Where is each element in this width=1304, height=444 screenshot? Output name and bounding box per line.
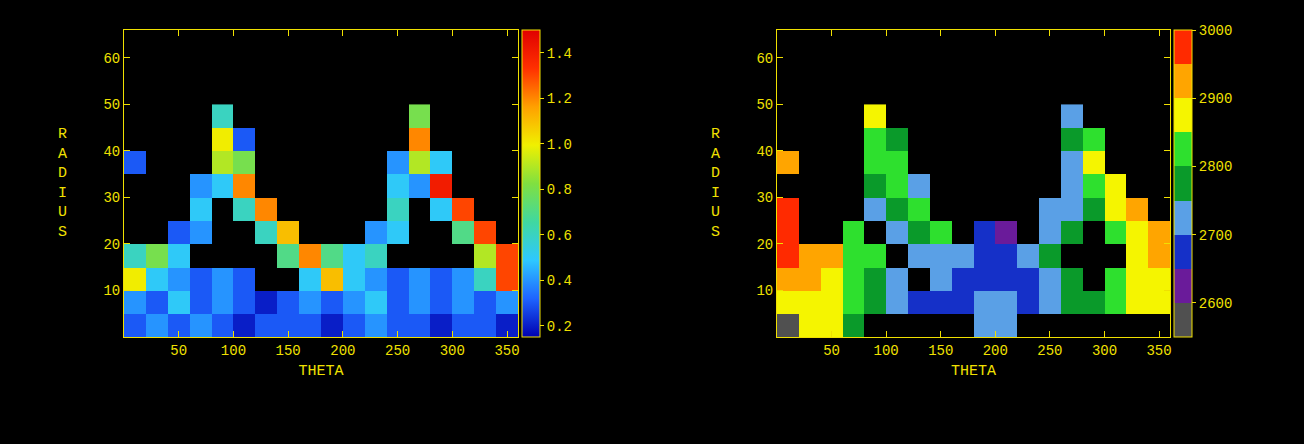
- svg-text:300: 300: [440, 343, 465, 359]
- svg-text:0.6: 0.6: [547, 228, 572, 244]
- svg-text:30: 30: [103, 190, 120, 206]
- svg-text:250: 250: [385, 343, 410, 359]
- svg-text:3000: 3000: [1199, 23, 1233, 39]
- svg-text:50: 50: [170, 343, 187, 359]
- svg-text:1.4: 1.4: [547, 46, 572, 62]
- svg-text:300: 300: [1092, 343, 1117, 359]
- svg-text:150: 150: [928, 343, 953, 359]
- svg-text:2600: 2600: [1199, 296, 1233, 312]
- svg-text:20: 20: [756, 237, 773, 253]
- svg-text:100: 100: [221, 343, 246, 359]
- svg-text:50: 50: [103, 97, 120, 113]
- svg-text:RADIUS: RADIUS: [711, 126, 720, 241]
- svg-text:0.8: 0.8: [547, 182, 572, 198]
- svg-text:200: 200: [983, 343, 1008, 359]
- svg-text:RADIUS: RADIUS: [58, 126, 67, 241]
- svg-text:2700: 2700: [1199, 228, 1233, 244]
- svg-text:10: 10: [103, 283, 120, 299]
- svg-text:60: 60: [103, 51, 120, 67]
- svg-text:40: 40: [756, 144, 773, 160]
- svg-text:350: 350: [494, 343, 519, 359]
- svg-text:1.0: 1.0: [547, 137, 572, 153]
- svg-text:30: 30: [756, 190, 773, 206]
- svg-text:50: 50: [756, 97, 773, 113]
- svg-text:1.2: 1.2: [547, 91, 572, 107]
- svg-text:THETA: THETA: [298, 363, 343, 380]
- svg-text:2900: 2900: [1199, 91, 1233, 107]
- svg-text:250: 250: [1037, 343, 1062, 359]
- svg-text:2800: 2800: [1199, 159, 1233, 175]
- svg-text:50: 50: [823, 343, 840, 359]
- svg-text:40: 40: [103, 144, 120, 160]
- svg-text:150: 150: [276, 343, 301, 359]
- svg-text:200: 200: [330, 343, 355, 359]
- svg-text:60: 60: [756, 51, 773, 67]
- svg-text:20: 20: [103, 237, 120, 253]
- svg-text:10: 10: [756, 283, 773, 299]
- svg-text:100: 100: [874, 343, 899, 359]
- svg-text:0.2: 0.2: [547, 319, 572, 335]
- svg-text:350: 350: [1146, 343, 1171, 359]
- svg-text:0.4: 0.4: [547, 273, 572, 289]
- svg-text:THETA: THETA: [951, 363, 996, 380]
